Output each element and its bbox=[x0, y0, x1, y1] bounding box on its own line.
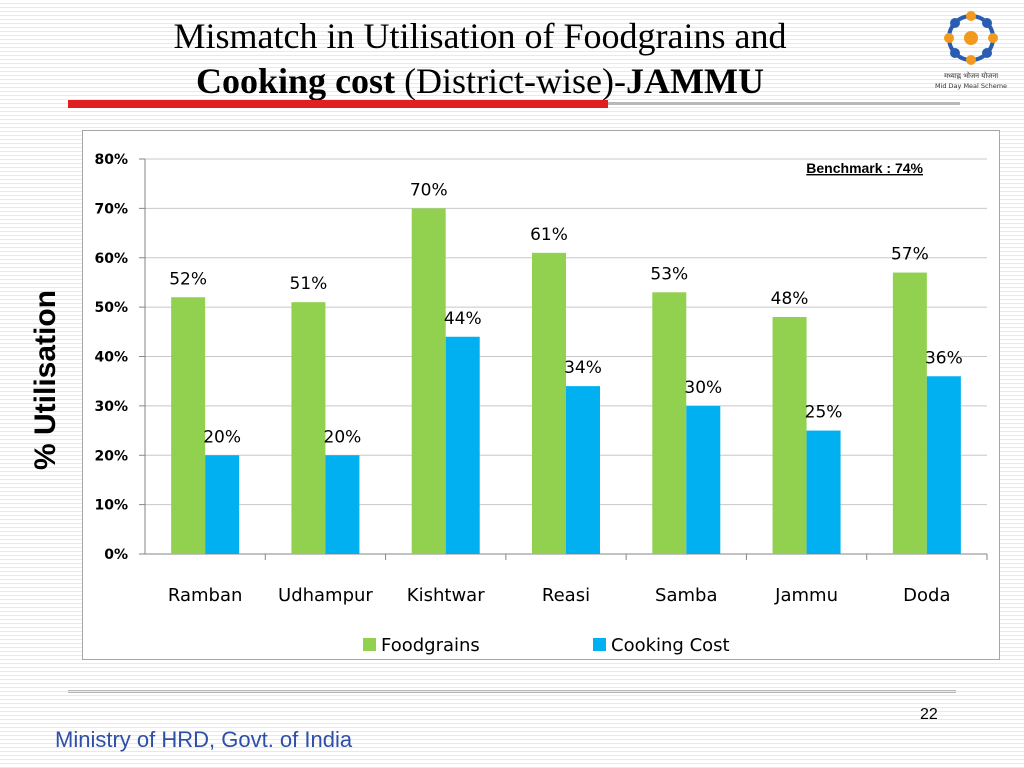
bar-cooking-cost bbox=[686, 405, 721, 554]
data-label: 70% bbox=[410, 180, 448, 200]
x-tick-label: Udhampur bbox=[278, 585, 373, 606]
footer-divider bbox=[68, 690, 956, 693]
benchmark-annotation: Benchmark : 74% bbox=[806, 160, 923, 176]
y-tick-label: 30% bbox=[94, 399, 128, 415]
title-line-2: Cooking cost (District-wise)-JAMMU bbox=[60, 59, 900, 104]
slide-title: Mismatch in Utilisation of Foodgrains an… bbox=[60, 14, 900, 104]
page-number: 22 bbox=[920, 706, 938, 723]
data-label: 51% bbox=[290, 274, 328, 294]
legend-swatch bbox=[363, 638, 376, 651]
title-bold-part: Cooking cost bbox=[196, 61, 396, 101]
bar-foodgrains bbox=[532, 252, 566, 554]
bar-foodgrains bbox=[171, 297, 206, 554]
legend-label: Cooking Cost bbox=[611, 635, 730, 656]
y-tick-label: 20% bbox=[94, 448, 128, 464]
data-label: 25% bbox=[805, 403, 843, 423]
chart-area: 0% 10% 20% 30% 40% 50% 60% 70% 80% Ramban 52% 20% Ud… bbox=[82, 130, 1000, 660]
legend-swatch bbox=[593, 638, 606, 651]
data-label: 44% bbox=[444, 309, 482, 329]
bar-foodgrains bbox=[411, 208, 446, 554]
y-tick-label: 80% bbox=[94, 152, 128, 168]
footer-text: Ministry of HRD, Govt. of India bbox=[55, 727, 353, 752]
data-label: 34% bbox=[564, 358, 602, 378]
bar-foodgrains bbox=[652, 292, 687, 554]
bar-foodgrains bbox=[892, 272, 927, 554]
y-tick-label: 60% bbox=[94, 251, 128, 267]
data-label: 30% bbox=[684, 378, 722, 398]
bar-cooking-cost bbox=[566, 386, 600, 554]
legend-label: Foodgrains bbox=[381, 635, 480, 656]
title-normal-part: (District-wise)- bbox=[395, 61, 626, 101]
bar-cooking-cost bbox=[205, 455, 240, 554]
data-label: 48% bbox=[771, 289, 809, 309]
bar-cooking-cost bbox=[445, 336, 480, 554]
bar-cooking-cost bbox=[926, 376, 961, 554]
title-underline-red bbox=[68, 100, 608, 108]
x-tick-label: Reasi bbox=[542, 585, 590, 606]
bar-chart: 0% 10% 20% 30% 40% 50% 60% 70% 80% Ramban 52% 20% Ud… bbox=[94, 152, 988, 656]
x-tick-label: Jammu bbox=[774, 585, 838, 606]
x-tick-label: Ramban bbox=[168, 585, 243, 606]
data-label: 36% bbox=[925, 348, 963, 368]
bar-cooking-cost bbox=[806, 430, 841, 554]
y-tick-label: 50% bbox=[94, 300, 128, 316]
logo-text-hindi: मध्याह्न भोजन योजना bbox=[944, 71, 998, 80]
y-tick-label: 40% bbox=[94, 350, 128, 366]
title-line-1: Mismatch in Utilisation of Foodgrains an… bbox=[173, 16, 787, 56]
x-tick-label: Doda bbox=[903, 585, 950, 606]
y-tick-label: 70% bbox=[94, 201, 128, 217]
bar-foodgrains bbox=[772, 317, 807, 554]
y-tick-label: 0% bbox=[104, 547, 128, 563]
data-label: 61% bbox=[530, 225, 568, 245]
logo-ring-icon bbox=[944, 11, 998, 65]
bar-cooking-cost bbox=[325, 455, 360, 554]
y-tick-label: 10% bbox=[94, 498, 128, 514]
data-label: 52% bbox=[169, 269, 207, 289]
y-axis-label: % Utilisation bbox=[29, 289, 62, 471]
x-tick-label: Kishtwar bbox=[407, 585, 485, 606]
data-label: 20% bbox=[324, 427, 362, 447]
data-label: 53% bbox=[650, 264, 688, 284]
title-bold-part-2: JAMMU bbox=[626, 61, 764, 101]
mid-day-meal-logo: मध्याह्न भोजन योजना Mid Day Meal Scheme bbox=[935, 11, 1007, 90]
title-underline-gray bbox=[608, 102, 960, 105]
x-tick-label: Samba bbox=[655, 585, 717, 606]
data-label: 57% bbox=[891, 245, 929, 265]
logo-text-english: Mid Day Meal Scheme bbox=[935, 82, 1007, 90]
bar-foodgrains bbox=[291, 302, 326, 554]
data-label: 20% bbox=[203, 427, 241, 447]
